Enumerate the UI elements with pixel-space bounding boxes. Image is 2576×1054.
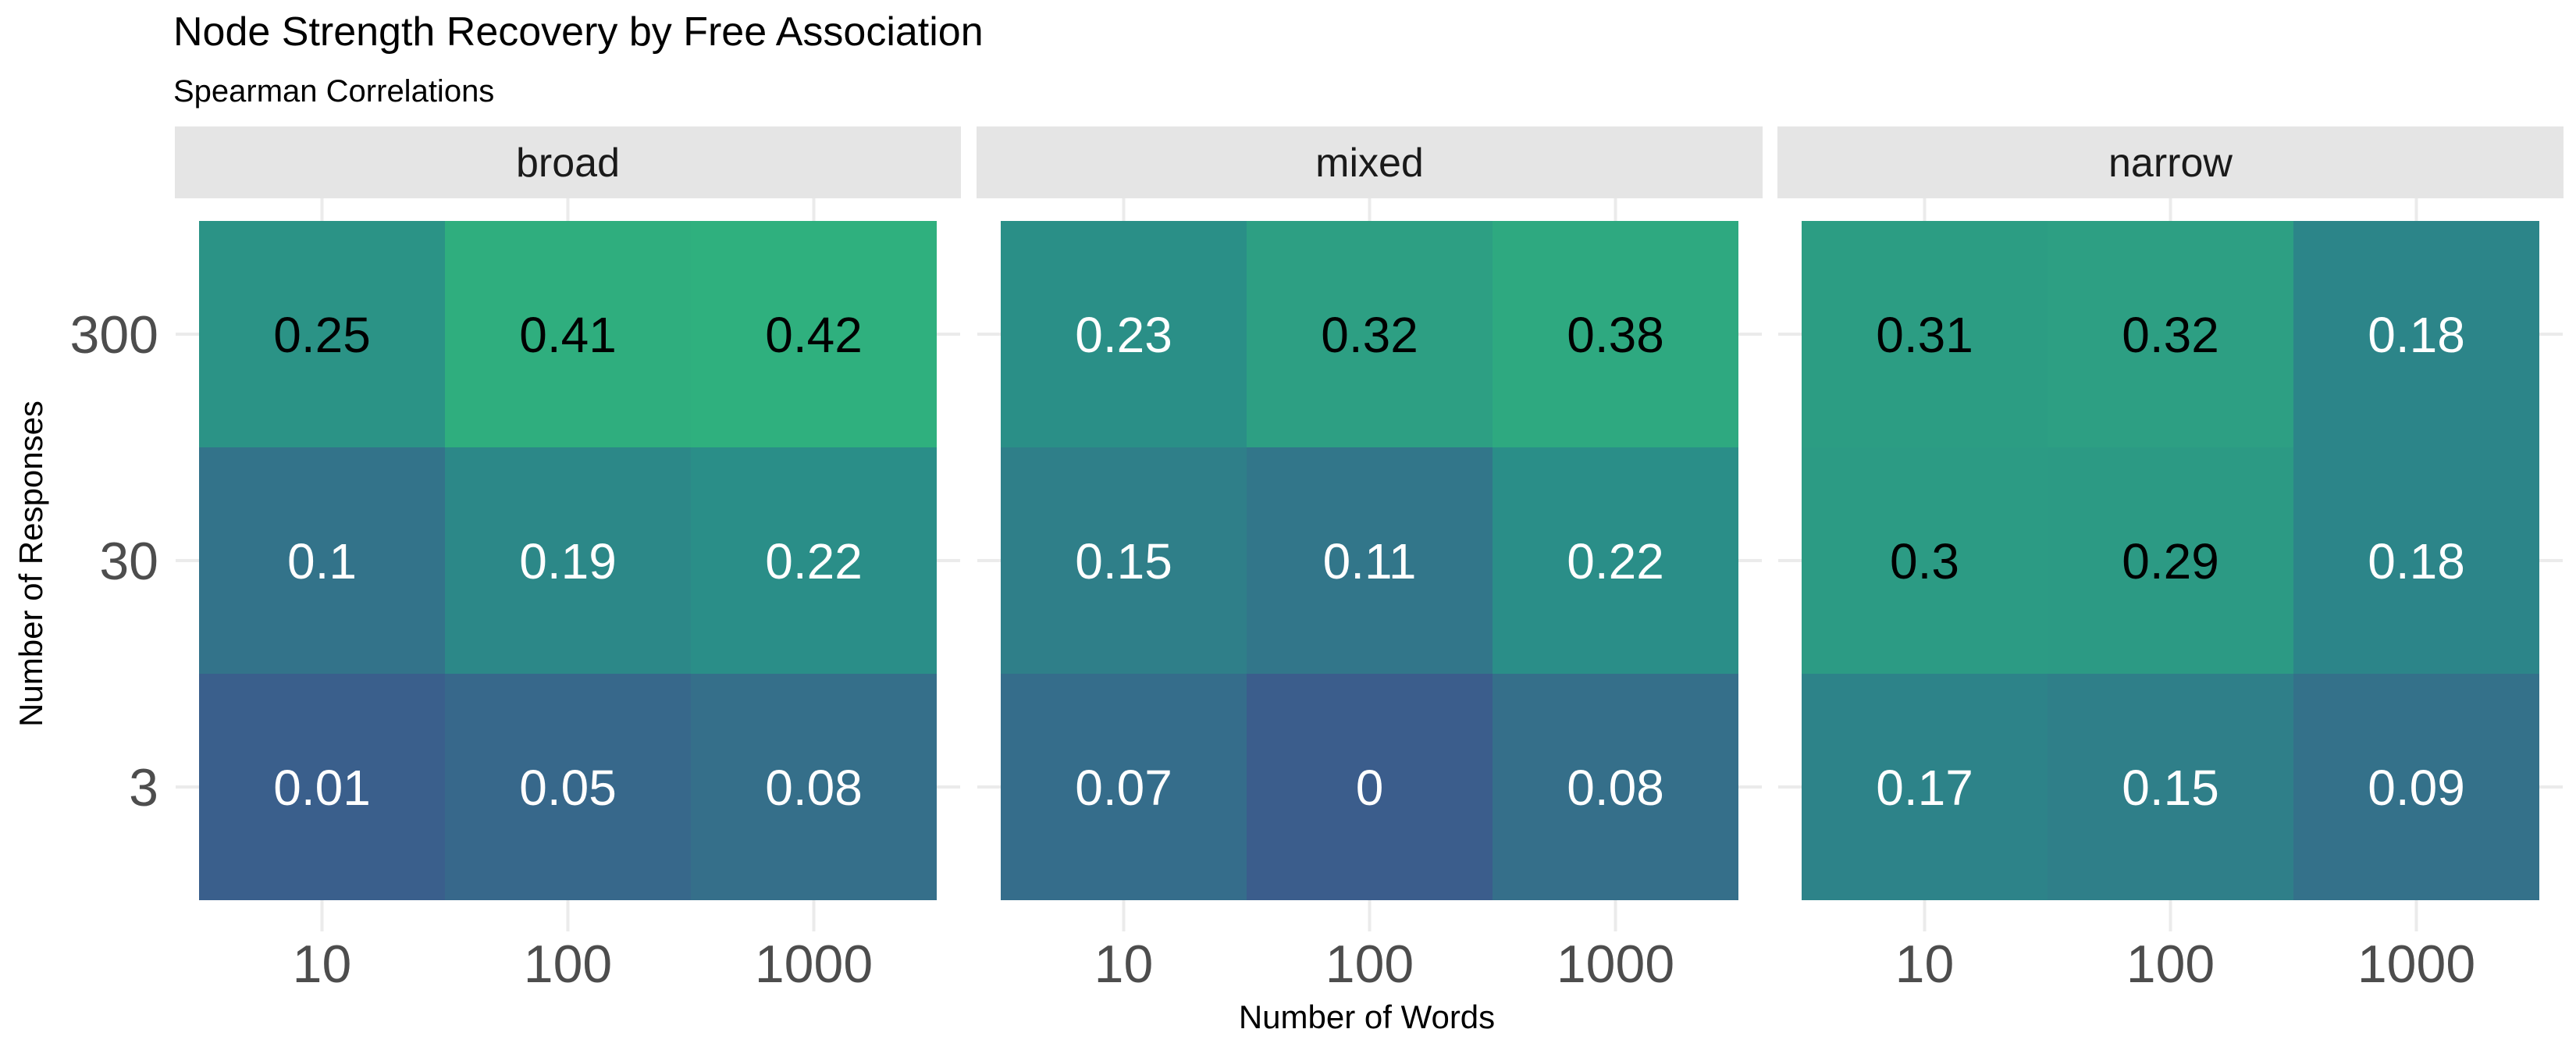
heatmap-cell xyxy=(1247,447,1493,674)
cell-value-label: 0.22 xyxy=(765,533,863,589)
cell-value-label: 0.32 xyxy=(1321,307,1418,363)
x-axis-ticks: 10 100 1000 10 100 1000 10 100 1000 xyxy=(293,935,2475,994)
heatmap-cell xyxy=(445,674,691,900)
heatmap-cell xyxy=(691,447,937,674)
cell-value-label: 0.23 xyxy=(1075,307,1172,363)
heatmap-cell xyxy=(1493,221,1738,447)
heatmap-cell xyxy=(2048,447,2293,674)
cell-value-label: 0.22 xyxy=(1567,533,1664,589)
heatmap-cell xyxy=(1247,674,1493,900)
cell-value-label: 0.15 xyxy=(1075,533,1172,589)
heatmap-cell xyxy=(199,221,445,447)
cell-value-label: 0.01 xyxy=(273,760,371,816)
x-tick-label: 1000 xyxy=(755,935,873,994)
facet-strip-mixed xyxy=(977,126,1763,198)
y-axis-title: Number of Responses xyxy=(12,401,49,727)
facet-label-narrow: narrow xyxy=(2108,141,2233,186)
cell-value-label: 0.31 xyxy=(1876,307,1973,363)
cell-value-label: 0.17 xyxy=(1876,760,1973,816)
heatmap-cell xyxy=(1001,221,1247,447)
cell-value-label: 0.09 xyxy=(2368,760,2465,816)
cell-value-label: 0.08 xyxy=(1567,760,1664,816)
cell-value-label: 0.18 xyxy=(2368,307,2465,363)
cell-value-label: 0.19 xyxy=(519,533,617,589)
cell-value-label: 0.05 xyxy=(519,760,617,816)
cell-value-label: 0.42 xyxy=(765,307,863,363)
heatmap-cell xyxy=(1493,674,1738,900)
heatmap-cell xyxy=(445,221,691,447)
cell-value-label: 0.3 xyxy=(1890,533,1959,589)
y-tick-label: 30 xyxy=(99,532,158,591)
cell-value-label: 0.29 xyxy=(2122,533,2219,589)
heatmap-cell xyxy=(691,221,937,447)
cell-value-label: 0.07 xyxy=(1075,760,1172,816)
x-tick-label: 10 xyxy=(1895,935,1955,994)
x-axis-title: Number of Words xyxy=(1239,999,1495,1035)
x-tick-label: 1000 xyxy=(2357,935,2475,994)
facet-strip-broad xyxy=(175,126,961,198)
heatmap-cell xyxy=(2293,221,2539,447)
heatmap-cell xyxy=(1802,221,2048,447)
facet-label-broad: broad xyxy=(516,141,620,186)
y-tick-label: 3 xyxy=(129,758,158,817)
facet-label-mixed: mixed xyxy=(1315,141,1424,186)
facet-strip-narrow xyxy=(1777,126,2564,198)
heatmap-cell xyxy=(199,674,445,900)
chart-subtitle: Spearman Correlations xyxy=(173,74,494,109)
heatmap-cell xyxy=(1802,447,2048,674)
cell-value-label: 0.41 xyxy=(519,307,617,363)
x-tick-label: 100 xyxy=(1325,935,1414,994)
x-tick-label: 10 xyxy=(293,935,352,994)
heatmap-cell xyxy=(1001,447,1247,674)
y-axis-ticks: 300 30 3 xyxy=(70,305,158,817)
facet-panels: 0.25 0.41 0.42 0.1 0.19 0.22 0.01 0.05 0.08 0.23 0… xyxy=(199,221,2539,900)
cell-value-label: 0 xyxy=(1356,760,1384,816)
heatmap-cell xyxy=(199,447,445,674)
x-tick-label: 100 xyxy=(524,935,612,994)
heatmap-cell xyxy=(1247,221,1493,447)
cell-value-label: 0.18 xyxy=(2368,533,2465,589)
heatmap-cell xyxy=(691,674,937,900)
chart-title: Node Strength Recovery by Free Associati… xyxy=(173,9,984,55)
cell-value-label: 0.25 xyxy=(273,307,371,363)
cell-value-label: 0.11 xyxy=(1323,533,1417,589)
heatmap-cell xyxy=(2293,674,2539,900)
cell-value-label: 0.08 xyxy=(765,760,863,816)
cell-value-label: 0.38 xyxy=(1567,307,1664,363)
heatmap-cell xyxy=(2293,447,2539,674)
x-tick-label: 1000 xyxy=(1557,935,1674,994)
x-tick-label: 10 xyxy=(1094,935,1154,994)
cell-value-label: 0.15 xyxy=(2122,760,2219,816)
cell-value-label: 0.32 xyxy=(2122,307,2219,363)
heatmap-cell xyxy=(1802,674,2048,900)
x-tick-label: 100 xyxy=(2126,935,2215,994)
heatmap-cell xyxy=(1001,674,1247,900)
heatmap-cell xyxy=(2048,674,2293,900)
y-tick-label: 300 xyxy=(70,305,158,365)
heatmap-cell xyxy=(445,447,691,674)
cell-value-label: 0.1 xyxy=(287,533,357,589)
heatmap-cell xyxy=(2048,221,2293,447)
heatmap-cell xyxy=(1493,447,1738,674)
facet-strips: broad mixed narrow xyxy=(175,126,2564,198)
